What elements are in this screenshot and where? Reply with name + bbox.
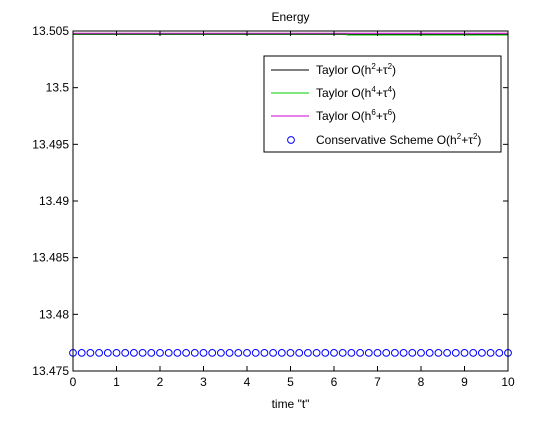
series-4-marker — [103, 348, 112, 357]
legend-box — [263, 55, 502, 153]
series-4-marker — [86, 348, 95, 357]
series-4-marker — [164, 348, 173, 357]
legend-entry-2-label: Taylor O(h4​+τ4​) — [316, 85, 396, 100]
legend-entry-1-label: Taylor O(h2​+τ2​) — [316, 62, 396, 77]
series-4-marker — [260, 348, 269, 357]
series-4-marker — [234, 348, 243, 357]
series-4-marker — [77, 348, 86, 357]
series-4-marker — [347, 348, 356, 357]
series-4-marker — [112, 348, 121, 357]
series-4-marker — [495, 348, 504, 357]
series-4-marker — [364, 348, 373, 357]
series-4-marker — [382, 348, 391, 357]
series-4-marker — [408, 348, 417, 357]
series-4-marker — [251, 348, 260, 357]
series-4-marker — [304, 348, 312, 357]
series-4-marker — [434, 348, 443, 357]
series-4-marker — [286, 348, 295, 357]
x-tick-label: 9 — [461, 375, 468, 389]
series-4-marker — [312, 348, 321, 357]
ticks-layer: 0 1 2 3 4 5 6 7 8 9 10 13.475 13.48 13.485 13.49 13.495… — [32, 24, 515, 389]
x-tick-label: 8 — [418, 375, 425, 389]
series-4-marker — [391, 348, 399, 357]
x-tick-label: 0 — [70, 375, 77, 389]
series-4-marker — [130, 348, 138, 357]
y-tick-label: 13.495 — [32, 137, 69, 151]
series-4-marker — [173, 348, 182, 357]
x-tick-label: 2 — [157, 375, 164, 389]
x-tick-label: 4 — [244, 375, 251, 389]
x-tick-label: 7 — [374, 375, 381, 389]
series-4-marker — [95, 348, 103, 357]
x-tick-label: 1 — [113, 375, 120, 389]
x-tick-label: 6 — [331, 375, 338, 389]
series-4-marker — [486, 348, 495, 357]
series-4-marker — [443, 348, 452, 357]
series-4-marker — [295, 348, 304, 357]
x-tick-label: 3 — [200, 375, 207, 389]
series-4-marker — [190, 348, 199, 357]
series-4-marker — [330, 348, 338, 357]
y-tick-label: 13.485 — [32, 251, 69, 265]
series-4-marker — [182, 348, 191, 357]
series-2-line — [73, 33, 508, 36]
series-4-marker — [225, 348, 234, 357]
series-4-markers — [69, 348, 512, 357]
series-4-marker — [356, 348, 365, 357]
y-tick-label: 13.5 — [46, 81, 70, 95]
legend-entry-4-marker — [287, 136, 295, 144]
series-4-marker — [217, 348, 225, 357]
series-4-marker — [417, 348, 425, 357]
chart-title: Energy — [271, 10, 309, 24]
x-tick-label: 5 — [287, 375, 294, 389]
series-4-marker — [338, 348, 347, 357]
series-4-marker — [208, 348, 217, 357]
series-4-marker — [277, 348, 286, 357]
series-4-marker — [321, 348, 330, 357]
series-4-marker — [399, 348, 408, 357]
series-4-marker — [460, 348, 469, 357]
series-4-marker — [478, 348, 486, 357]
y-tick-label: 13.475 — [32, 364, 69, 378]
legend-entry-4-label: Conservative Scheme O(h2​+τ2​) — [316, 132, 481, 147]
series-4-marker — [243, 348, 251, 357]
series-4-marker — [121, 348, 130, 357]
series-4-marker — [469, 348, 478, 357]
legend: Taylor O(h2​+τ2​) Taylor O(h4​+τ4​) Taylor… — [263, 55, 502, 153]
series-4-marker — [156, 348, 164, 357]
y-tick-label: 13.49 — [39, 194, 69, 208]
x-tick-label: 10 — [501, 375, 515, 389]
x-axis-label: time "t" — [272, 397, 310, 411]
series-4-marker — [147, 348, 156, 357]
y-tick-label: 13.505 — [32, 24, 69, 38]
series-4-marker — [269, 348, 278, 357]
series-4-marker — [138, 348, 147, 357]
y-tick-label: 13.48 — [39, 307, 69, 321]
series-4-marker — [451, 348, 460, 357]
legend-entry-3-label: Taylor O(h6​+τ6​) — [316, 108, 396, 123]
series-4-marker — [373, 348, 382, 357]
series-4-marker — [425, 348, 434, 357]
series-4-marker — [199, 348, 208, 357]
